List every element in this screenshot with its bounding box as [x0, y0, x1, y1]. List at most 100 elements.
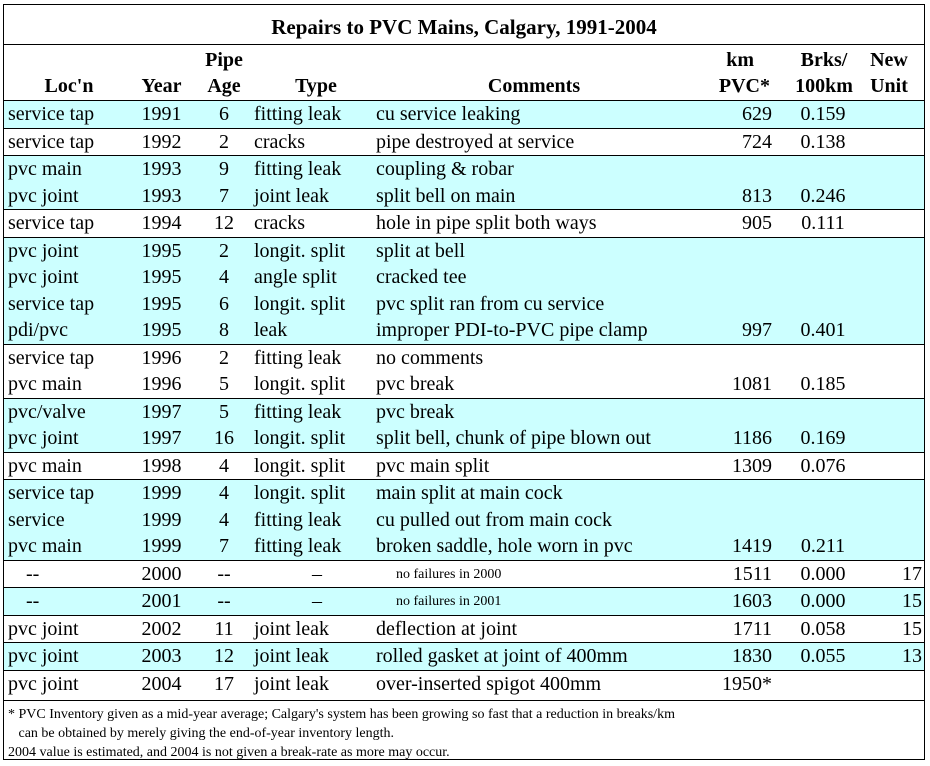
cell-type: joint leak: [254, 672, 329, 695]
cell-comment: coupling & robar: [376, 158, 514, 180]
cell-location: pvc joint: [8, 184, 79, 207]
table-row: pvc joint 1997 16 longit. split split bell, …: [4, 425, 924, 452]
cell-location: service tap: [8, 212, 95, 234]
cell-comment: broken saddle, hole worn in pvc: [376, 535, 633, 557]
cell-comment: improper PDI-to-PVC pipe clamp: [376, 319, 648, 341]
header-comments: Comments: [487, 75, 581, 97]
cell-location: service tap: [8, 130, 95, 153]
cell-pipe-age: 4: [219, 454, 229, 477]
table-title: Repairs to PVC Mains, Calgary, 1991-2004: [4, 5, 924, 45]
table-body: service tap 1991 6 fitting leak cu service l…: [4, 100, 924, 697]
cell-km-pvc: 813: [742, 184, 772, 207]
cell-location: pvc joint: [8, 617, 79, 640]
header-unit: Unit: [870, 75, 908, 97]
cell-location: pvc main: [8, 535, 82, 557]
header-pipe: Pipe: [205, 49, 243, 71]
cell-breaks-per-100km: 0.111: [801, 212, 845, 234]
cell-type: fitting leak: [254, 346, 342, 369]
cell-pipe-age: 2: [219, 130, 229, 153]
cell-location: pvc joint: [8, 239, 79, 262]
cell-type: fitting leak: [254, 158, 342, 180]
footnote: * PVC Inventory given as a mid-year aver…: [4, 700, 924, 760]
cell-location: pvc main: [8, 454, 82, 477]
cell-year: 1999: [141, 482, 182, 504]
cell-year: 2004: [141, 672, 182, 695]
cell-breaks-per-100km: 0.000: [800, 590, 846, 612]
cell-new-unit: 15: [902, 617, 922, 640]
cell-year: 1998: [141, 454, 182, 477]
cell-comment: cracked tee: [376, 266, 467, 288]
cell-pipe-age: 6: [219, 103, 229, 125]
cell-year: 1997: [141, 400, 182, 423]
cell-comment: split at bell: [376, 239, 465, 262]
cell-km-pvc: 905: [742, 212, 772, 234]
row-group: service tap 1991 6 fitting leak cu service l…: [4, 100, 924, 128]
cell-comment: no comments: [376, 346, 484, 369]
cell-comment: cu pulled out from main cock: [376, 508, 613, 531]
table-row: pvc joint 2002 11 joint leak deflection at j…: [4, 616, 924, 643]
cell-year: 1993: [141, 184, 182, 207]
header-100km: 100km: [795, 75, 853, 97]
cell-breaks-per-100km: 0.138: [800, 130, 846, 153]
cell-type: –: [312, 590, 322, 612]
cell-location: service tap: [8, 346, 95, 369]
header-type: Type: [295, 75, 337, 97]
cell-year: 2001: [141, 590, 182, 612]
row-group: pvc joint 2004 17 joint leak over-inserted s…: [4, 669, 924, 698]
cell-new-unit: 17: [902, 562, 922, 585]
cell-location: pvc joint: [8, 672, 79, 695]
cell-comment: over-inserted spigot 400mm: [376, 672, 602, 695]
table-row: -- 2001 -- – no failures in 2001 1603 0.000 15: [4, 588, 924, 615]
cell-location: --: [26, 590, 40, 612]
cell-year: 1995: [141, 319, 182, 341]
cell-pipe-age: 4: [219, 508, 229, 531]
cell-km-pvc: 997: [742, 319, 772, 341]
cell-breaks-per-100km: 0.058: [800, 617, 846, 640]
cell-km-pvc: 629: [742, 103, 772, 125]
cell-type: –: [312, 562, 322, 585]
cell-type: fitting leak: [254, 535, 342, 557]
cell-year: 1992: [141, 130, 182, 153]
cell-breaks-per-100km: 0.159: [800, 103, 846, 125]
table-row: service tap 1992 2 cracks pipe destroyed at …: [4, 129, 924, 156]
cell-type: fitting leak: [254, 508, 342, 531]
table-row: pvc main 1993 9 fitting leak coupling & roba…: [4, 156, 924, 183]
table-row: -- 2000 -- – no failures in 2000 1511 0.000 17: [4, 561, 924, 588]
cell-breaks-per-100km: 0.076: [800, 454, 846, 477]
table-row: pvc joint 1995 2 longit. split split at bell: [4, 238, 924, 265]
cell-location: pdi/pvc: [8, 319, 68, 341]
footnote-line-1: * PVC Inventory given as a mid-year aver…: [8, 707, 675, 722]
cell-km-pvc: 724: [742, 130, 772, 153]
cell-km-pvc: 1603: [732, 590, 772, 612]
cell-year: 2000: [141, 562, 182, 585]
cell-type: longit. split: [254, 292, 346, 315]
cell-pipe-age: 7: [219, 184, 229, 207]
table-row: service tap 1994 12 cracks hole in pipe spli…: [4, 210, 924, 237]
header-row: Loc'n Year Pipe Age Type Comments km PVC…: [4, 45, 924, 100]
cell-breaks-per-100km: 0.185: [800, 373, 846, 395]
header-km: km: [726, 49, 754, 71]
cell-km-pvc: 1950*: [722, 672, 772, 695]
cell-type: fitting leak: [254, 400, 342, 423]
cell-km-pvc: 1081: [732, 373, 772, 395]
row-group: service tap 1992 2 cracks pipe destroyed at …: [4, 127, 924, 156]
table-row: service 1999 4 fitting leak cu pulled out fr…: [4, 507, 924, 534]
cell-pipe-age: 5: [219, 400, 229, 423]
row-group: -- 2001 -- – no failures in 2001 1603 0.000 15: [4, 587, 924, 615]
cell-pipe-age: 8: [219, 319, 229, 341]
cell-year: 1999: [141, 535, 182, 557]
table-row: service tap 1995 6 longit. split pvc split r…: [4, 291, 924, 318]
cell-year: 2003: [141, 645, 182, 667]
cell-year: 1996: [141, 346, 182, 369]
cell-type: longit. split: [254, 427, 346, 449]
cell-type: longit. split: [254, 454, 346, 477]
cell-pipe-age: --: [217, 590, 231, 612]
repairs-table: Repairs to PVC Mains, Calgary, 1991-2004…: [3, 4, 925, 760]
cell-comment: main split at main cock: [376, 482, 563, 504]
cell-pipe-age: 5: [219, 373, 229, 395]
cell-location: pvc joint: [8, 266, 79, 288]
table-row: service tap 1991 6 fitting leak cu service l…: [4, 101, 924, 128]
header-loc: Loc'n: [44, 75, 94, 97]
cell-pipe-age: 12: [214, 645, 234, 667]
cell-type: cracks: [254, 130, 306, 153]
